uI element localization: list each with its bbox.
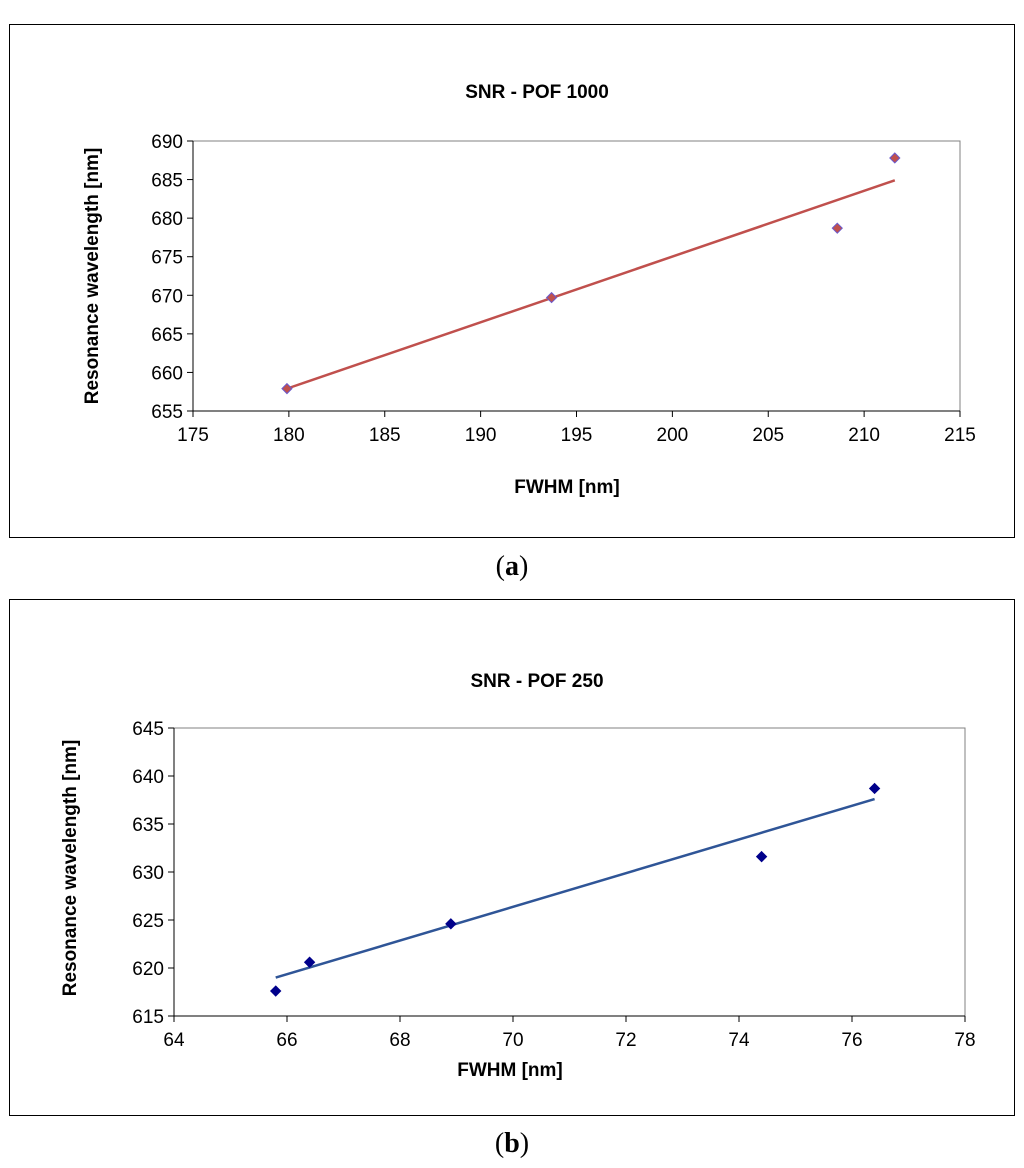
x-tick-group: 64 66 68 70 72 74 76 78	[163, 1015, 976, 1051]
x-tick-label: 70	[502, 1030, 523, 1051]
x-tick-group: 175 180 185 190 195 200 205 210 215	[177, 410, 976, 446]
x-tick-label: 68	[389, 1030, 410, 1051]
x-axis-title: FWHM [nm]	[457, 1060, 563, 1081]
x-tick-label: 200	[657, 425, 689, 446]
data-point	[755, 850, 768, 863]
x-tick-label: 78	[954, 1030, 975, 1051]
y-tick-label: 615	[132, 1007, 164, 1028]
y-tick-label: 680	[151, 209, 183, 230]
x-tick-label: 74	[728, 1030, 750, 1051]
y-tick-label: 660	[151, 363, 183, 384]
data-point	[545, 291, 558, 304]
trendline-group	[286, 179, 896, 390]
caption-b-letter: b	[504, 1128, 520, 1159]
y-axis-title: Resonance wavelength [nm]	[60, 740, 81, 997]
x-tick-label: 215	[944, 425, 976, 446]
x-tick-label: 64	[163, 1030, 185, 1051]
x-tick-label: 72	[615, 1030, 636, 1051]
chart-a-svg: SNR - POF 1000 655660665670675680685690 …	[82, 82, 976, 498]
y-tick-label: 655	[151, 402, 183, 423]
data-point	[889, 152, 901, 164]
x-axis-title: FWHM [nm]	[514, 477, 620, 498]
y-tick-label: 625	[132, 911, 164, 932]
chart-b-svg: SNR - POF 250 615 620 625 630 635 640 645 64 66…	[60, 671, 976, 1081]
points-group	[281, 152, 901, 395]
caption-b: (b)	[494, 1128, 530, 1159]
data-point	[281, 382, 293, 395]
x-tick-label: 66	[276, 1030, 297, 1051]
chart-panel-a: SNR - POF 1000 655 660 665 670 675 680 685 690 …	[9, 24, 1015, 538]
trendline	[286, 179, 896, 390]
x-tick-label: 205	[752, 425, 784, 446]
x-tick-label: 185	[369, 425, 401, 446]
y-tick-group: 655 660 665 670 675 680 685 690	[151, 132, 194, 423]
x-tick-label: 76	[841, 1030, 862, 1051]
y-tick-label: 690	[151, 132, 183, 153]
y-tick-label: 675	[151, 248, 183, 269]
x-tick-label: 195	[561, 425, 593, 446]
trendline	[275, 797, 875, 979]
caption-a-letter: a	[505, 551, 519, 582]
points-group	[269, 782, 881, 997]
chart-title: SNR - POF 250	[470, 671, 603, 692]
y-tick-label: 665	[151, 325, 183, 346]
y-tick-label: 645	[132, 719, 164, 740]
y-tick-label: 630	[132, 863, 164, 884]
trendline-group	[275, 797, 875, 979]
x-tick-label: 190	[465, 425, 497, 446]
y-tick-label: 620	[132, 959, 164, 980]
y-tick-label: 635	[132, 815, 164, 836]
x-tick-label: 175	[177, 425, 209, 446]
chart-title: SNR - POF 1000	[465, 82, 609, 103]
chart-panel-b: SNR - POF 250 615 620 625 630 635 640 645 64 66…	[9, 599, 1015, 1116]
data-point	[445, 918, 457, 930]
y-axis-title: Resonance wavelength [nm]	[82, 148, 103, 405]
plot-area	[192, 140, 961, 412]
y-tick-label: 685	[151, 171, 183, 192]
y-tick-label: 670	[151, 286, 183, 307]
caption-a: (a)	[495, 551, 529, 582]
data-point	[303, 956, 316, 968]
x-tick-label: 210	[848, 425, 880, 446]
y-tick-label: 640	[132, 767, 164, 788]
data-point	[868, 782, 881, 795]
y-tick-group: 615 620 625 630 635 640 645	[132, 719, 175, 1028]
x-tick-label: 180	[273, 425, 305, 446]
data-point	[831, 222, 843, 234]
data-point	[269, 985, 282, 997]
